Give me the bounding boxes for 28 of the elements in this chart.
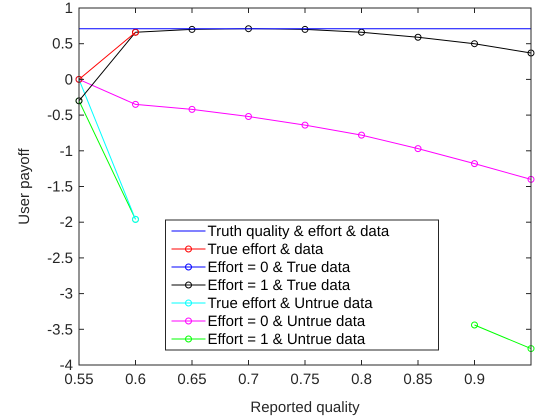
- legend-label: Effort = 0 & Untrue data: [208, 313, 366, 330]
- y-tick-label: -3.5: [47, 321, 73, 338]
- y-tick-label: 0.5: [52, 36, 73, 53]
- legend-label: True effort & data: [208, 241, 324, 258]
- legend-label: True effort & Untrue data: [208, 295, 374, 312]
- y-tick-label: -2.5: [47, 250, 73, 267]
- y-tick-label: -0.5: [47, 107, 73, 124]
- x-tick-label: 0.55: [64, 371, 94, 388]
- y-tick-label: -1: [60, 142, 73, 160]
- y-tick-label: -4: [60, 357, 73, 374]
- x-tick-label: 0.7: [238, 371, 259, 388]
- y-tick-label: -3: [60, 286, 73, 303]
- x-tick-label: 0.6: [125, 371, 146, 388]
- legend-label: Effort = 1 & Untrue data: [208, 331, 366, 348]
- x-tick-label: 0.75: [290, 371, 320, 388]
- x-tick-label: 0.65: [177, 371, 207, 388]
- x-axis-title: Reported quality: [250, 399, 360, 416]
- y-tick-label: 1: [64, 0, 73, 17]
- legend-label: Effort = 0 & True data: [208, 259, 351, 276]
- x-tick-label: 0.9: [464, 371, 485, 388]
- x-tick-label: 0.8: [351, 371, 372, 388]
- legend-label: Truth quality & effort & data: [208, 223, 390, 240]
- y-axis-title: User payoff: [16, 147, 33, 225]
- y-tick-label: -1.5: [47, 178, 73, 196]
- y-tick-label: 0: [64, 71, 73, 88]
- x-tick-label: 0.85: [403, 371, 433, 388]
- y-tick-label: -2: [60, 214, 73, 232]
- legend-label: Effort = 1 & True data: [208, 277, 351, 294]
